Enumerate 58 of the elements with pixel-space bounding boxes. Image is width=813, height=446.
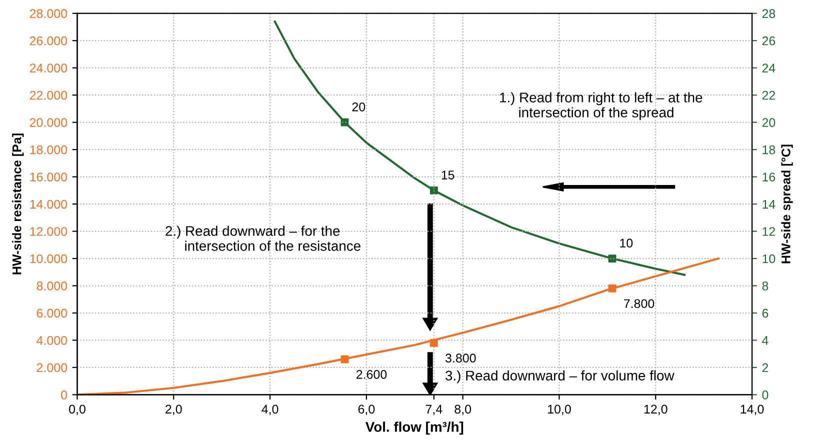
- x-tick-label: 10,0: [548, 404, 571, 416]
- x-tick-label: 12,0: [644, 404, 668, 416]
- y-tick-label: 16.000: [30, 172, 68, 182]
- x-tick-label: 2,0: [166, 404, 182, 416]
- data-label: 20: [352, 102, 366, 112]
- x-tick-label: 4,0: [262, 404, 278, 416]
- y2-tick-label: 4: [762, 336, 768, 345]
- y2-tick-label: 20: [762, 118, 776, 127]
- y-tick-label: 10.000: [30, 254, 68, 264]
- x-tick-label: 7,4: [426, 404, 442, 416]
- y-tick-label: 28.000: [30, 9, 68, 18]
- y2-tick-label: 12: [762, 227, 776, 236]
- y2-tick-label: 6: [762, 308, 768, 318]
- y2-tick-label: 2: [762, 363, 768, 372]
- point: [340, 118, 349, 126]
- point: [430, 339, 438, 347]
- y-tick-label: 8.000: [36, 282, 68, 290]
- x-tick-label: 0,0: [69, 404, 86, 416]
- data-label: 15: [442, 170, 454, 180]
- y2-tick-label: 14: [762, 200, 776, 209]
- x-axis-title: Vol. flow [m³/h]: [365, 422, 464, 435]
- x-tick-label: 6,0: [358, 404, 375, 416]
- point: [608, 254, 616, 262]
- y2-tick-label: 24: [762, 64, 776, 72]
- y2-axis-title: HW-side spread [°C]: [781, 144, 793, 264]
- y2-tick-label: 16: [762, 172, 776, 182]
- y2-tick-label: 8: [762, 282, 768, 290]
- y2-tick-label: 10: [762, 254, 776, 264]
- y-tick-label: 4.000: [36, 336, 68, 345]
- y-tick-label: 26.000: [30, 36, 68, 46]
- y-tick-label: 18.000: [30, 145, 68, 154]
- y-tick-label: 22.000: [30, 90, 68, 100]
- annotation: 3.) Read downward – for volume flow: [446, 370, 674, 384]
- y2-tick-label: 22: [762, 90, 776, 100]
- data-label: 2.600: [356, 370, 387, 379]
- y2-tick-label: 0: [762, 390, 768, 400]
- data-label: 3.800: [445, 354, 476, 363]
- annotation: 1.) Read from right to left – at the intersection of the spread: [500, 92, 702, 120]
- y-tick-label: 20.000: [30, 118, 68, 127]
- data-label: 10: [620, 238, 633, 248]
- y2-tick-label: 18: [762, 145, 776, 154]
- point: [608, 284, 616, 292]
- point: [340, 355, 349, 364]
- y-tick-label: 6.000: [36, 308, 68, 318]
- point: [430, 186, 438, 194]
- y2-tick-label: 26: [762, 36, 776, 46]
- y-axis-title: HW-side resistance [Pa]: [12, 134, 24, 274]
- y-tick-label: 24.000: [30, 64, 68, 73]
- y-tick-label: 12.000: [30, 227, 68, 236]
- line-series: [77, 257, 720, 395]
- x-tick-label: 8,0: [454, 404, 472, 416]
- y-tick-label: 0: [61, 390, 68, 400]
- y2-tick-label: 28: [762, 9, 776, 18]
- y-tick-label: 14.000: [30, 200, 68, 209]
- data-label: 7.800: [624, 299, 654, 308]
- x-tick-label: 14,0: [740, 404, 764, 416]
- y-tick-label: 2.000: [36, 363, 68, 372]
- annotation: 2.) Read downward – for the intersection of the resistance: [166, 226, 360, 251]
